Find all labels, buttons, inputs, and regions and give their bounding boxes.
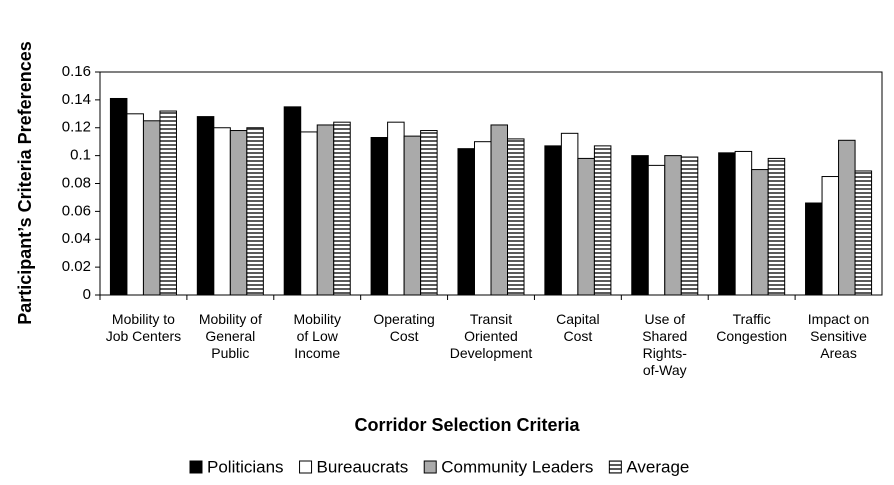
y-axis-title: Participant’s Criteria Preferences [15,41,35,324]
bar [718,152,736,296]
bar [246,127,264,296]
y-tick-label: 0 [83,286,91,303]
bar [805,202,823,296]
bar [560,132,579,296]
legend-swatch [423,460,437,474]
bar [593,145,612,296]
y-tick-label: 0.14 [62,91,91,108]
bar [283,106,302,296]
y-tick-label: 0.08 [62,174,91,191]
x-tick-label: Traffic Congestion [716,311,788,344]
y-tick-label: 0.04 [62,230,91,247]
bar [734,150,753,296]
x-tick-label: Impact on Sensitive Areas [807,311,870,361]
bar [196,116,215,296]
bar [821,176,840,296]
x-tick-label: Mobility of Low Income [293,311,341,361]
bar [473,141,492,296]
y-tick-label: 0.06 [62,202,91,219]
legend-label: Community Leaders [441,457,593,476]
y-tick-label: 0.12 [62,119,91,136]
y-tick-label: 0.1 [70,147,91,164]
bar [664,155,682,296]
bar [300,131,318,296]
bar [420,130,438,296]
bar [109,97,128,296]
x-tick-label: Mobility to Job Centers [105,311,182,344]
bar [229,130,248,296]
bar [457,148,475,296]
bar [680,156,699,296]
bar [316,124,335,296]
bar [631,155,649,296]
bar [370,137,389,296]
bar [159,110,177,296]
x-tick-label: Operating Cost [373,311,435,344]
x-tick-label: Transit Oriented Development [449,311,533,361]
bar [507,138,525,296]
bar [647,164,666,296]
x-axis-title: Corridor Selection Criteria [354,415,580,435]
x-tick-label: Use of Shared Rights- of-Way [642,311,688,378]
bar [577,157,595,296]
x-tick-label: Mobility of General Public [198,311,262,361]
bar [838,139,856,296]
legend-label: Average [626,457,689,476]
bar [490,124,509,296]
legend-label: Politicians [207,457,284,476]
bar [213,127,231,296]
bar [387,121,405,296]
y-tick-label: 0.02 [62,258,91,275]
bar [142,120,161,296]
bar [126,113,144,296]
legend-label: Bureaucrats [317,457,409,476]
x-tick-label: Capital Cost [556,311,600,344]
bar [333,121,351,296]
legend-swatch [299,460,313,474]
legend-swatch [608,460,622,474]
y-tick-label: 0.16 [62,63,91,80]
bar [544,145,562,296]
bar [854,170,873,296]
bar [767,157,786,296]
legend-swatch [189,460,203,474]
bar [751,169,769,296]
bar [403,135,422,296]
